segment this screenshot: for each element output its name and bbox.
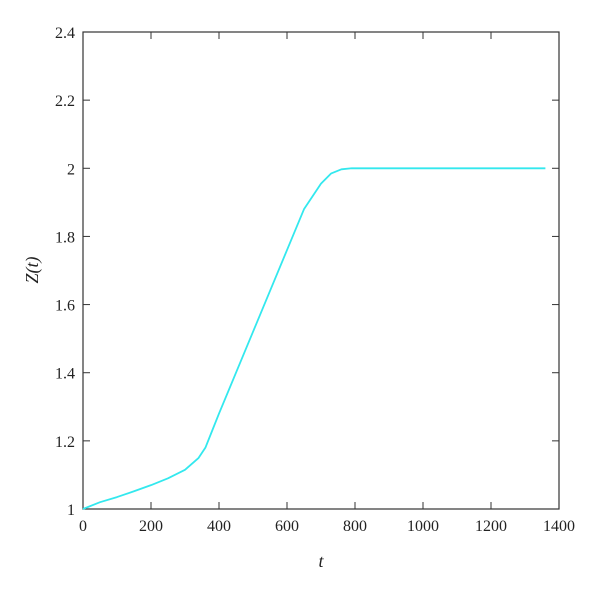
x-tick-label-5: 1000 [407, 518, 439, 535]
plot-area [82, 31, 560, 510]
x-tick-label-6: 1200 [475, 518, 507, 535]
x-tick-label-4: 800 [343, 518, 367, 535]
y-tick-label-5: 2 [67, 161, 75, 178]
ticks [82, 31, 560, 510]
x-tick-label-0: 0 [79, 518, 87, 535]
series-layer [82, 167, 546, 510]
tick-labels: 0 200 400 600 800 1000 1200 1400 1 1.2 1.4 1.6 1.8 2 2… [55, 25, 575, 535]
y-axis-label: Z(t) [22, 256, 43, 283]
y-tick-label-2: 1.4 [55, 366, 75, 383]
x-tick-label-3: 600 [275, 518, 299, 535]
series-line-0 [82, 167, 546, 510]
y-tick-label-0: 1 [67, 502, 75, 519]
x-tick-label-2: 400 [207, 518, 231, 535]
x-tick-label-1: 200 [139, 518, 163, 535]
y-tick-label-3: 1.6 [55, 298, 75, 315]
x-axis-label: t [318, 551, 324, 571]
x-tick-label-7: 1400 [543, 518, 575, 535]
y-tick-label-4: 1.8 [55, 229, 75, 246]
y-tick-label-6: 2.2 [55, 93, 75, 110]
y-tick-label-7: 2.4 [55, 25, 75, 42]
y-tick-label-1: 1.2 [55, 434, 75, 451]
